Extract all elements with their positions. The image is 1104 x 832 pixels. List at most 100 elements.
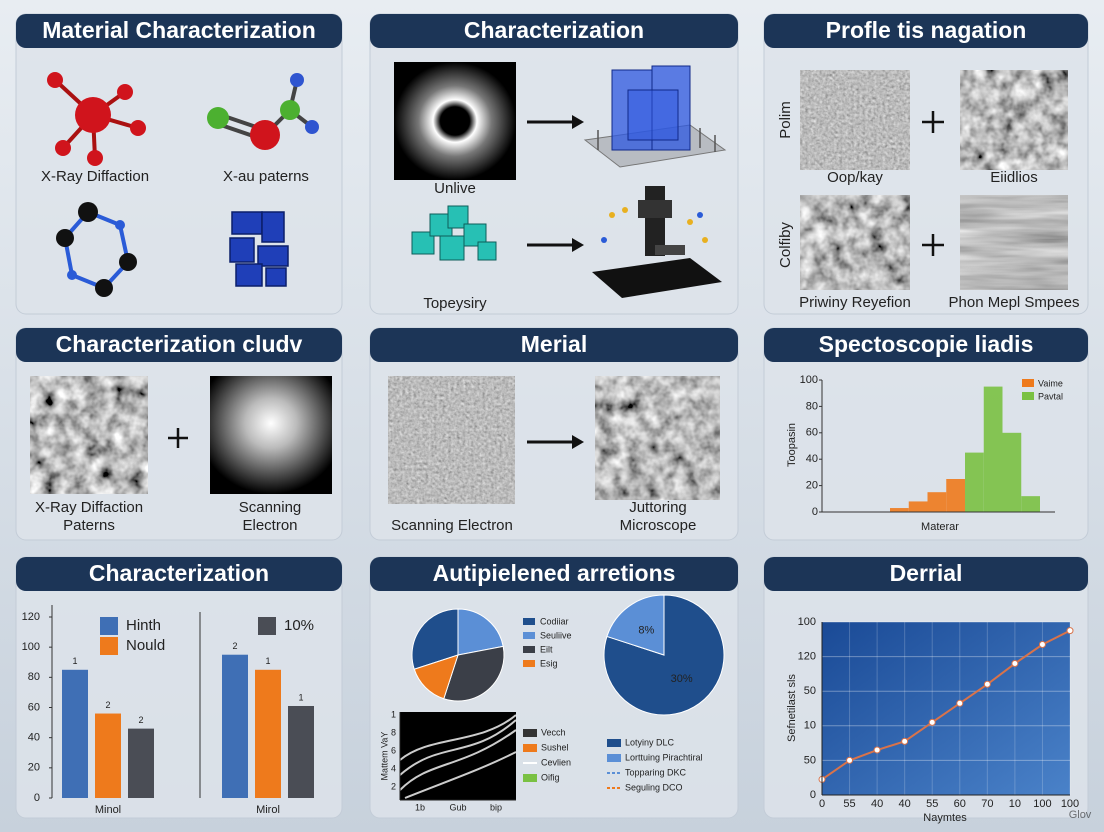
bar — [1021, 496, 1040, 512]
panel-title-bar — [370, 328, 738, 362]
legend-swatch — [523, 774, 537, 782]
pie-slice — [457, 608, 504, 656]
point — [901, 737, 909, 745]
y-tick-label: 50 — [804, 685, 816, 697]
legend-swatch — [100, 617, 118, 635]
y-tick-label: 40 — [806, 453, 818, 465]
x-tick-label: 10 — [1009, 798, 1021, 810]
x-axis-label: Materar — [921, 521, 959, 533]
legend-label: Seuliive — [540, 630, 572, 640]
line — [821, 629, 1071, 781]
panel-title: Merial — [521, 331, 587, 357]
pie-slice — [603, 594, 725, 716]
slice-label: 30% — [671, 673, 693, 685]
y-tick-label: 50 — [804, 754, 816, 766]
legend-label: Codiiar — [540, 616, 569, 626]
label: Colfiby — [777, 222, 794, 268]
x-tick-label: 55 — [843, 798, 855, 810]
y-tick-label: 2 — [391, 781, 396, 791]
legend-swatch — [523, 618, 535, 625]
content: Material Characterization Characterizatio… — [22, 17, 1092, 824]
y-tick-label: 100 — [22, 641, 40, 653]
label: Topeysiry — [423, 295, 487, 312]
panel-title: Characterization — [464, 17, 644, 43]
label: X-au paterns — [223, 168, 309, 185]
label: Phon Mepl Smpees — [949, 294, 1080, 311]
legend-swatch — [1022, 379, 1034, 387]
legend-label: Pavtal — [1038, 391, 1063, 401]
x-tick-label: 55 — [926, 798, 938, 810]
legend-swatch — [100, 637, 118, 655]
pie-slice — [411, 608, 459, 670]
x-tick-label: 70 — [981, 798, 993, 810]
x-tick-label: 100 — [1033, 798, 1051, 810]
x-axis-label: Naymtes — [923, 812, 967, 824]
y-tick-label: 1 — [391, 709, 396, 719]
x-tick-label: 40 — [871, 798, 883, 810]
legend-swatch — [523, 744, 537, 752]
point — [983, 680, 991, 688]
x-tick-label: 100 — [1061, 798, 1079, 810]
panel-title: Characterization cludv — [56, 331, 303, 357]
bar-annotation: 1 — [298, 692, 303, 702]
bar — [890, 508, 909, 512]
label: Unlive — [434, 180, 476, 197]
x-tick-label: Gub — [449, 802, 466, 812]
panel-title-bar — [16, 328, 342, 362]
panel-title-bar — [16, 14, 342, 48]
legend-label: Lorttuing Pirachtiral — [625, 752, 703, 762]
legend-label: Esig — [540, 658, 558, 668]
point — [1066, 627, 1074, 635]
microscopy-images — [30, 376, 720, 504]
label: Scanning Electron — [391, 517, 513, 534]
pie-slice — [606, 594, 665, 656]
panel-title: Profle tis nagation — [826, 17, 1027, 43]
label: X-Ray Diffaction — [41, 168, 149, 185]
pie-slice — [443, 645, 505, 702]
panel-title-bar — [370, 557, 738, 591]
y-tick-label: 120 — [22, 611, 40, 623]
point — [1011, 660, 1019, 668]
x-tick-label: Mirol — [256, 804, 280, 816]
legend-label: 10% — [284, 617, 314, 634]
bar — [1002, 432, 1022, 512]
panel-title-bar — [370, 14, 738, 48]
legend-label: Nould — [126, 637, 165, 654]
legend-label: Lotyiny DLC — [625, 737, 675, 747]
legend-swatch — [523, 729, 537, 737]
bar-annotation: 2 — [105, 700, 110, 710]
legend-label: Eilt — [540, 644, 553, 654]
legend-swatch — [607, 754, 621, 762]
y-tick-label: 80 — [806, 400, 818, 412]
bar — [946, 479, 965, 512]
y-tick-label: 20 — [806, 480, 818, 492]
panel-title: Characterization — [89, 560, 269, 586]
y-tick-label: 80 — [28, 671, 40, 683]
slice-label: 8% — [638, 625, 654, 637]
y-tick-label: 60 — [28, 701, 40, 713]
x-tick-label: 60 — [954, 798, 966, 810]
bar — [222, 654, 248, 798]
line-image — [399, 712, 517, 801]
legend-swatch — [523, 646, 535, 653]
bar-annotation: 2 — [232, 641, 237, 651]
line-plot-area — [822, 622, 1070, 795]
legend-label: Seguling DCO — [625, 782, 683, 792]
pie-slice — [413, 654, 459, 700]
y-axis-label: Sefnetilast sls — [786, 674, 798, 742]
x-tick-label: Minol — [95, 804, 121, 816]
panel-title-bar — [764, 557, 1088, 591]
y-tick-label: 40 — [28, 732, 40, 744]
bar — [965, 452, 984, 512]
molecules — [47, 72, 319, 297]
texture-images — [800, 70, 1068, 290]
bar — [983, 386, 1003, 512]
bar — [128, 728, 154, 798]
y-tick-label: 120 — [798, 651, 816, 663]
label: Priwiny Reyefion — [799, 294, 911, 311]
legend-label: Topparing DKC — [625, 767, 687, 777]
y-tick-label: 8 — [391, 727, 396, 737]
legend-label: Cevlien — [541, 757, 571, 767]
label: Polim — [777, 101, 794, 139]
